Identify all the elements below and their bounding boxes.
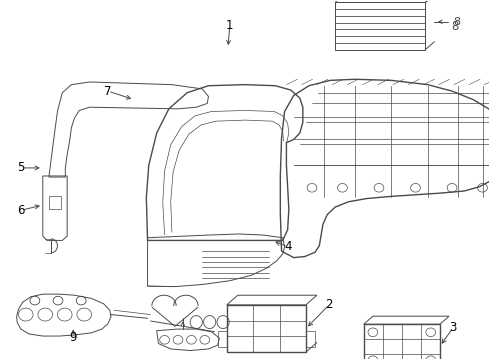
Text: 8: 8 — [451, 20, 459, 33]
Text: 6: 6 — [17, 204, 24, 217]
Text: 4: 4 — [284, 240, 292, 253]
Text: 7: 7 — [104, 85, 112, 98]
Text: 2: 2 — [325, 298, 333, 311]
Text: 5: 5 — [17, 161, 24, 174]
Text: 9: 9 — [70, 330, 77, 344]
Text: 1: 1 — [226, 19, 234, 32]
Text: 3: 3 — [450, 321, 457, 334]
Text: 8: 8 — [453, 17, 461, 27]
